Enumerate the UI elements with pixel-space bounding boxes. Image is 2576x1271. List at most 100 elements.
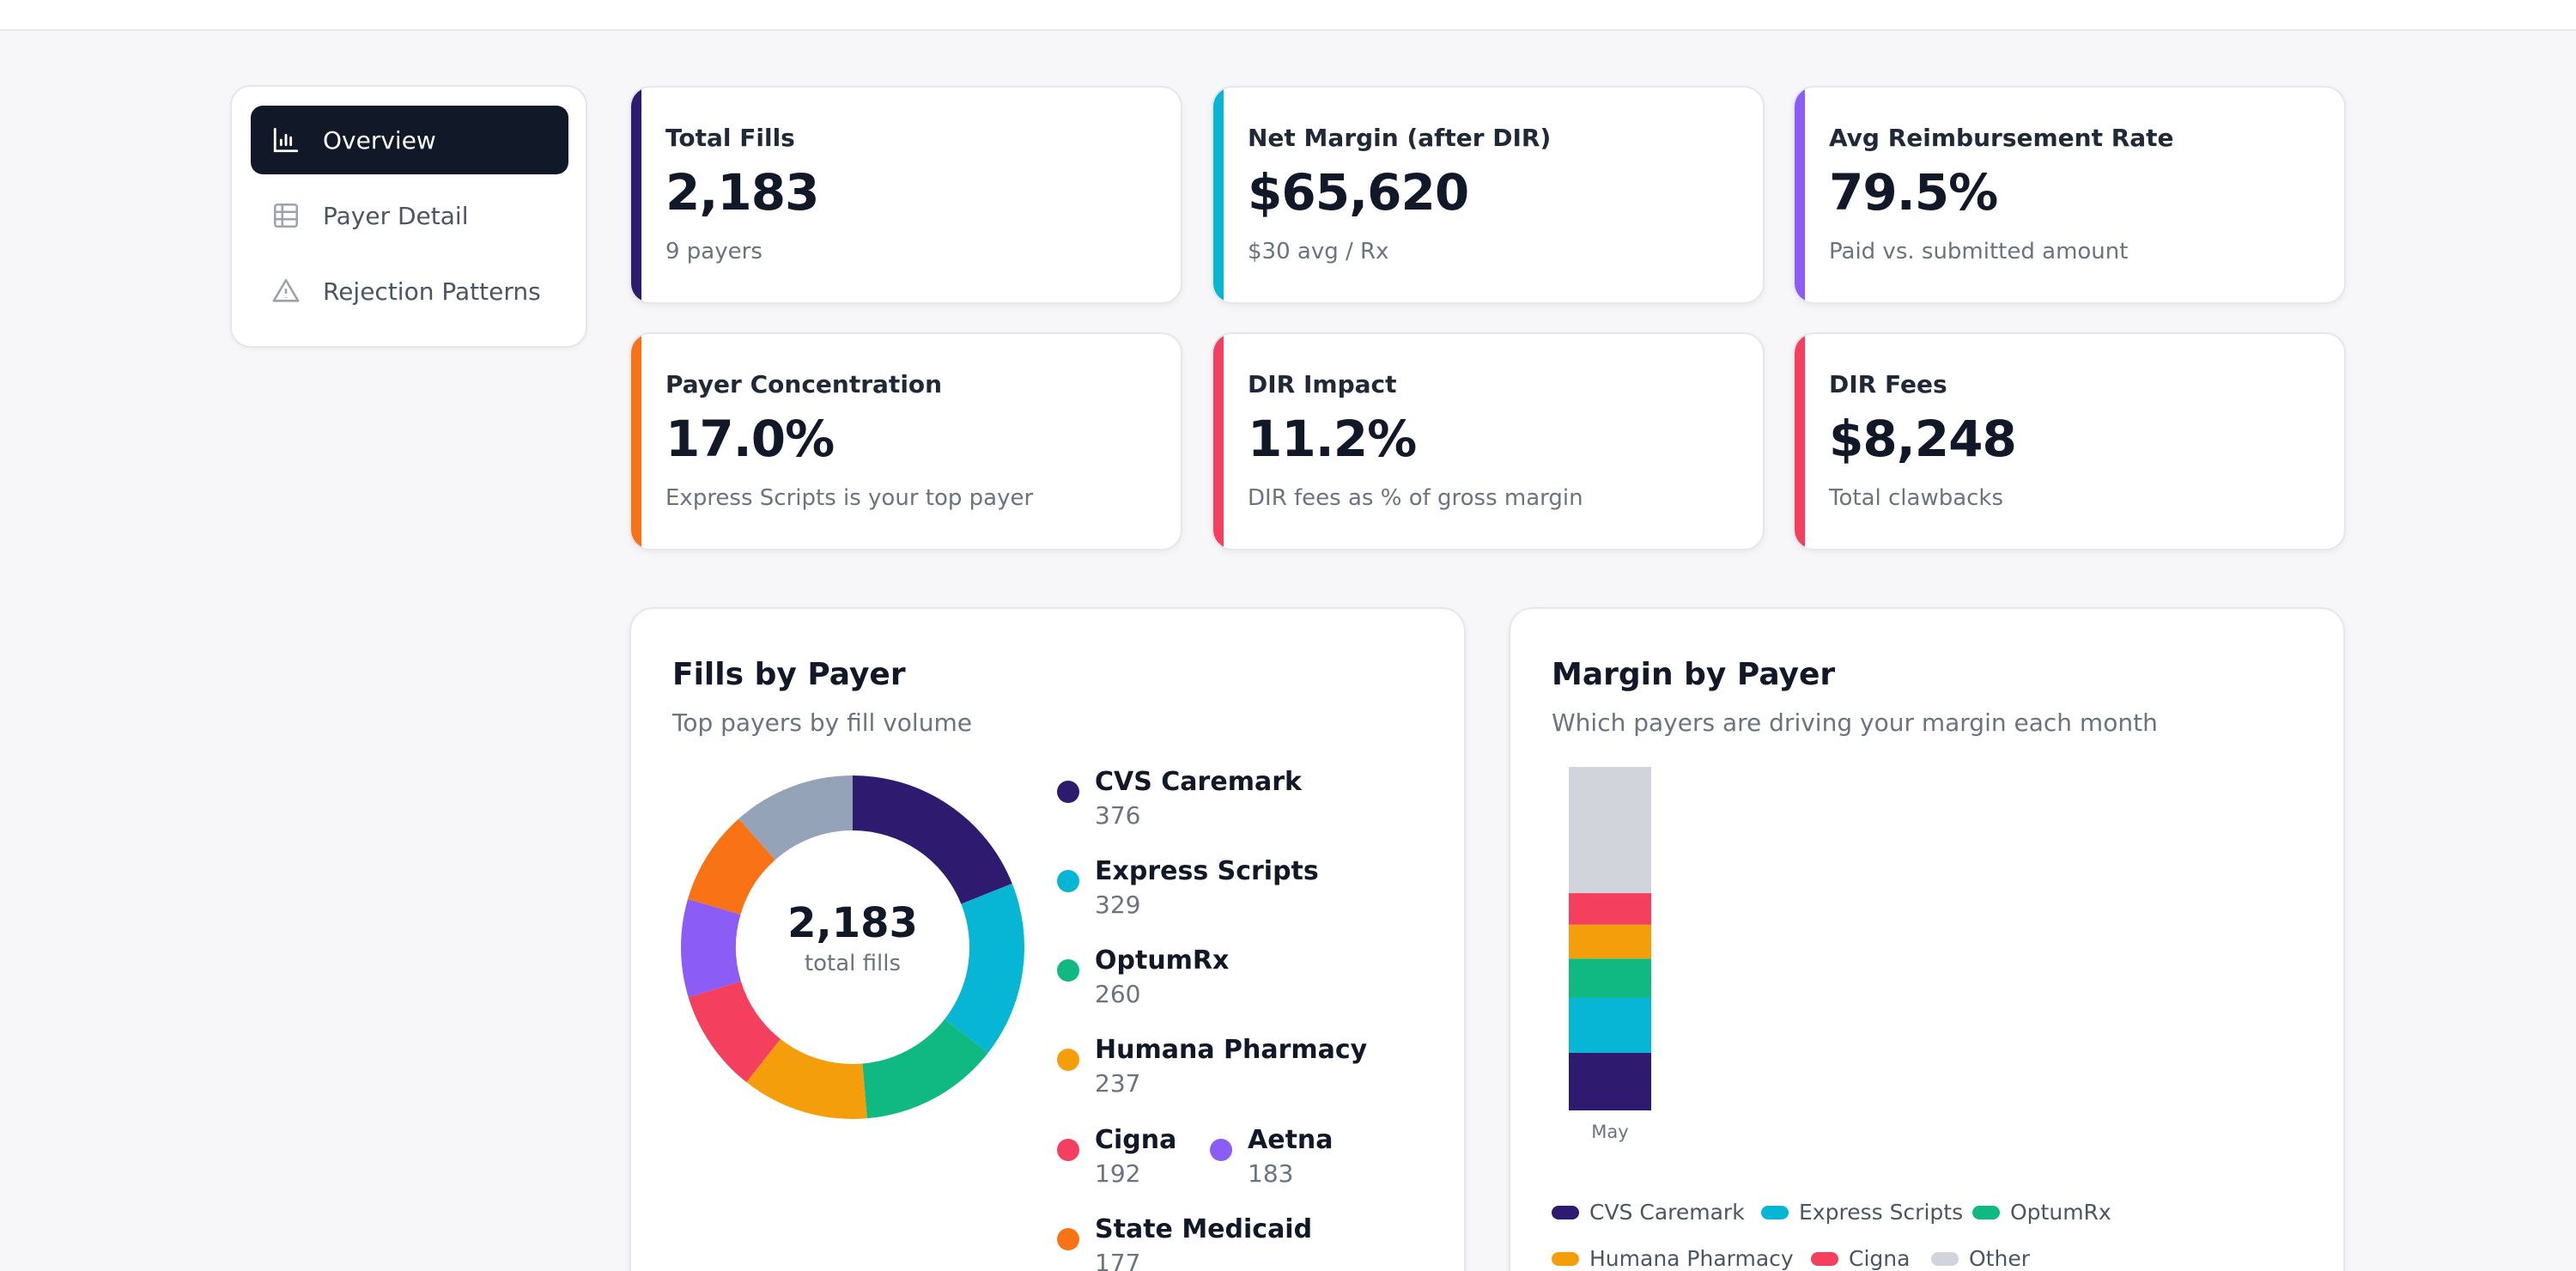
donut-slice-cvs-caremark bbox=[853, 775, 1012, 904]
donut-slice-humana-pharmacy bbox=[746, 1038, 867, 1119]
kpi-value: 17.0% bbox=[665, 410, 835, 468]
margin-legend-other: Other bbox=[1931, 1246, 2030, 1271]
kpi-accent bbox=[1213, 334, 1224, 549]
margin-legend-express-scripts: Express Scripts bbox=[1761, 1200, 1963, 1225]
legend-name: Express Scripts bbox=[1095, 856, 1319, 886]
fills-card-title: Fills by Payer bbox=[672, 657, 906, 692]
legend-label: Humana Pharmacy bbox=[1589, 1246, 1794, 1271]
kpi-accent bbox=[1213, 88, 1224, 302]
nav-label-overview: Overview bbox=[323, 125, 436, 155]
kpi-card-payer-concentration: Payer Concentration 17.0% Express Script… bbox=[629, 332, 1182, 550]
legend-name: Aetna bbox=[1248, 1125, 1334, 1155]
bar-segment-humana-pharmacy bbox=[1569, 924, 1651, 959]
legend-label: OptumRx bbox=[2010, 1200, 2111, 1225]
kpi-title: Payer Concentration bbox=[665, 370, 943, 398]
nav-item-overview[interactable]: Overview bbox=[251, 106, 568, 174]
legend-swatch bbox=[1931, 1251, 1959, 1266]
legend-swatch bbox=[1761, 1205, 1789, 1219]
legend-dot bbox=[1057, 1049, 1079, 1071]
donut-slice-unlabeled bbox=[738, 775, 853, 861]
kpi-card-total-fills: Total Fills 2,183 9 payers bbox=[629, 86, 1182, 304]
kpi-title: Avg Reimbursement Rate bbox=[1829, 124, 2174, 152]
legend-name: State Medicaid bbox=[1095, 1214, 1313, 1244]
nav-item-payer-detail[interactable]: Payer Detail bbox=[251, 181, 568, 250]
top-bar bbox=[0, 0, 2576, 31]
sidebar-nav: Overview Payer Detail Rejection Patterns bbox=[230, 85, 587, 348]
kpi-title: DIR Impact bbox=[1248, 370, 1397, 398]
bar-chart-icon bbox=[273, 127, 299, 153]
legend-dot bbox=[1057, 1139, 1079, 1161]
kpi-value: $65,620 bbox=[1248, 163, 1469, 222]
kpi-value: 79.5% bbox=[1829, 163, 1998, 222]
margin-by-payer-card: Margin by Payer Which payers are driving… bbox=[1509, 607, 2345, 1271]
bar-segment-cvs-caremark bbox=[1569, 1052, 1651, 1110]
kpi-subtitle: 9 payers bbox=[665, 239, 762, 265]
legend-swatch bbox=[1552, 1251, 1579, 1266]
kpi-accent bbox=[1795, 88, 1805, 302]
legend-label: CVS Caremark bbox=[1589, 1200, 1745, 1225]
kpi-accent bbox=[631, 88, 641, 302]
donut-slice-express-scripts bbox=[945, 883, 1024, 1054]
legend-dot bbox=[1057, 959, 1079, 982]
kpi-title: Total Fills bbox=[665, 124, 795, 152]
donut-center-label: total fills bbox=[804, 951, 902, 976]
fills-donut-chart bbox=[681, 775, 1024, 1119]
kpi-value: 11.2% bbox=[1248, 410, 1417, 468]
bar-segment-optumrx bbox=[1569, 958, 1651, 998]
donut-center-value: 2,183 bbox=[787, 899, 918, 947]
legend-value: 177 bbox=[1095, 1249, 1141, 1271]
x-tick-label: May bbox=[1591, 1122, 1628, 1142]
bar-segment-express-scripts bbox=[1569, 997, 1651, 1053]
kpi-card-dir-fees: DIR Fees $8,248 Total clawbacks bbox=[1793, 332, 2346, 550]
legend-label: Express Scripts bbox=[1799, 1200, 1964, 1225]
legend-name: CVS Caremark bbox=[1095, 767, 1302, 797]
legend-value: 376 bbox=[1095, 801, 1141, 830]
kpi-card-net-margin: Net Margin (after DIR) $65,620 $30 avg /… bbox=[1212, 86, 1765, 304]
kpi-subtitle: Express Scripts is your top payer bbox=[665, 485, 1034, 511]
legend-value: 183 bbox=[1248, 1159, 1294, 1188]
margin-card-title: Margin by Payer bbox=[1552, 657, 1836, 692]
nav-label-payer-detail: Payer Detail bbox=[323, 201, 469, 230]
kpi-card-avg-reimbursement: Avg Reimbursement Rate 79.5% Paid vs. su… bbox=[1793, 86, 2346, 304]
legend-value: 192 bbox=[1095, 1159, 1141, 1188]
donut-slice-optumrx bbox=[862, 1019, 988, 1119]
fills-by-payer-card: Fills by Payer Top payers by fill volume… bbox=[629, 607, 1466, 1271]
margin-stacked-bar-chart: May bbox=[1569, 767, 1651, 1142]
donut-slice-aetna bbox=[681, 898, 741, 998]
kpi-subtitle: Paid vs. submitted amount bbox=[1829, 239, 2129, 265]
kpi-subtitle: DIR fees as % of gross margin bbox=[1248, 485, 1583, 511]
bar-segment-cigna bbox=[1569, 893, 1651, 925]
nav-label-rejection-patterns: Rejection Patterns bbox=[323, 277, 541, 306]
margin-legend-humana-pharmacy: Humana Pharmacy bbox=[1552, 1246, 1794, 1271]
kpi-title: DIR Fees bbox=[1829, 370, 1947, 398]
margin-card-subtitle: Which payers are driving your margin eac… bbox=[1552, 708, 2158, 737]
kpi-accent bbox=[631, 334, 641, 549]
margin-legend-cvs-caremark: CVS Caremark bbox=[1552, 1200, 1745, 1225]
legend-label: Other bbox=[1969, 1246, 2030, 1271]
legend-swatch bbox=[1811, 1251, 1838, 1266]
legend-swatch bbox=[1972, 1205, 2000, 1219]
kpi-value: 2,183 bbox=[665, 163, 819, 222]
margin-legend-cigna: Cigna bbox=[1811, 1246, 1910, 1271]
kpi-title: Net Margin (after DIR) bbox=[1248, 124, 1552, 152]
kpi-subtitle: Total clawbacks bbox=[1829, 485, 2004, 511]
legend-label: Cigna bbox=[1849, 1246, 1911, 1271]
legend-name: OptumRx bbox=[1095, 946, 1230, 976]
donut-slice-cigna bbox=[688, 981, 781, 1083]
legend-name: Humana Pharmacy bbox=[1095, 1035, 1368, 1065]
legend-dot bbox=[1057, 870, 1079, 892]
legend-dot bbox=[1210, 1139, 1232, 1161]
donut-slice-state-medicaid bbox=[688, 818, 775, 915]
legend-dot bbox=[1057, 1228, 1079, 1250]
kpi-card-dir-impact: DIR Impact 11.2% DIR fees as % of gross … bbox=[1212, 332, 1765, 550]
warning-icon bbox=[272, 278, 300, 302]
bar-segment-other bbox=[1569, 767, 1651, 894]
legend-dot bbox=[1057, 781, 1079, 803]
table-icon bbox=[273, 203, 299, 228]
legend-value: 260 bbox=[1095, 980, 1141, 1008]
kpi-value: $8,248 bbox=[1829, 410, 2017, 468]
legend-value: 237 bbox=[1095, 1069, 1141, 1098]
nav-item-rejection-patterns[interactable]: Rejection Patterns bbox=[251, 257, 568, 325]
kpi-accent bbox=[1795, 334, 1805, 549]
legend-value: 329 bbox=[1095, 891, 1141, 919]
